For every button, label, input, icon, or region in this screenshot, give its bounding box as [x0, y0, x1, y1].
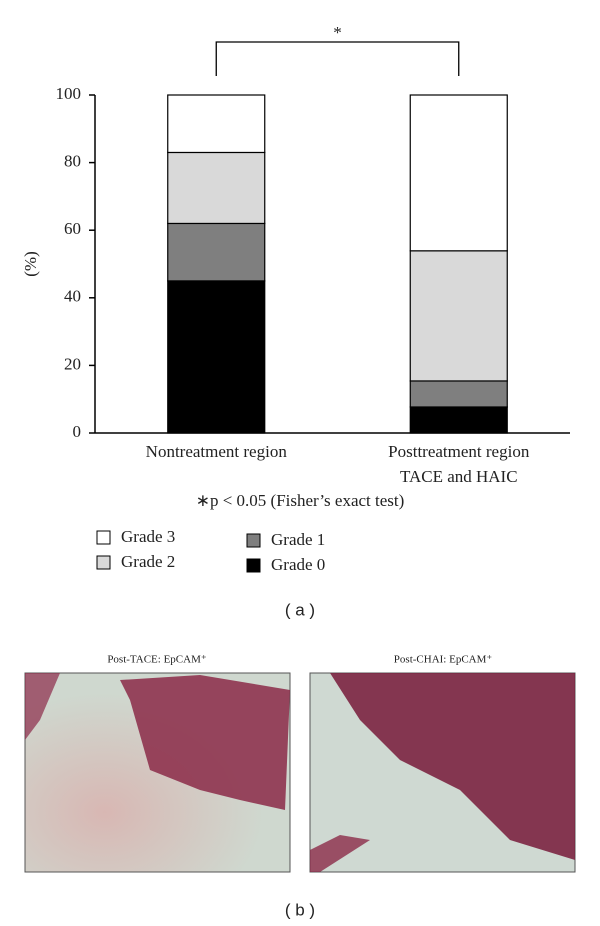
image-title: Post-TACE: EpCAM⁺ [107, 654, 207, 666]
footnote: ∗p < 0.05 (Fisher’s exact test) [196, 491, 405, 510]
y-tick-label: 20 [64, 354, 81, 373]
bar-segment [409, 94, 508, 252]
y-tick-label: 80 [64, 152, 81, 171]
legend-swatch [96, 555, 111, 570]
bar-segment [167, 222, 266, 282]
legend-label: Grade 2 [121, 552, 175, 571]
significance-bracket [215, 41, 460, 76]
bar-segment [167, 151, 266, 225]
bar-segment [167, 94, 266, 154]
legend-label: Grade 0 [271, 555, 325, 574]
x-tick-label: Nontreatment region [146, 442, 288, 461]
bar-segment [409, 380, 508, 408]
x-tick-label: Posttreatment region TACE and HAIC [388, 442, 530, 486]
legend-label: Grade 3 [121, 527, 175, 546]
micrograph [24, 672, 291, 873]
significance-star: * [333, 23, 342, 42]
legend-label: Grade 1 [271, 530, 325, 549]
y-tick-label: 40 [64, 287, 81, 306]
legend-swatch [246, 533, 261, 548]
micrograph [309, 672, 576, 873]
image-title: Post-CHAI: EpCAM⁺ [394, 654, 493, 666]
y-tick-label: 60 [64, 219, 81, 238]
panel-label: ( a ) [285, 600, 315, 619]
bar-segment [409, 250, 508, 382]
bar-segment [409, 406, 508, 434]
y-axis-label: (%) [21, 251, 40, 276]
panel-label: ( b ) [285, 900, 315, 919]
y-tick-label: 0 [73, 422, 82, 441]
legend-swatch [96, 530, 111, 545]
y-tick-label: 100 [56, 84, 82, 103]
bar-segment [167, 280, 266, 434]
legend-swatch [246, 558, 261, 573]
